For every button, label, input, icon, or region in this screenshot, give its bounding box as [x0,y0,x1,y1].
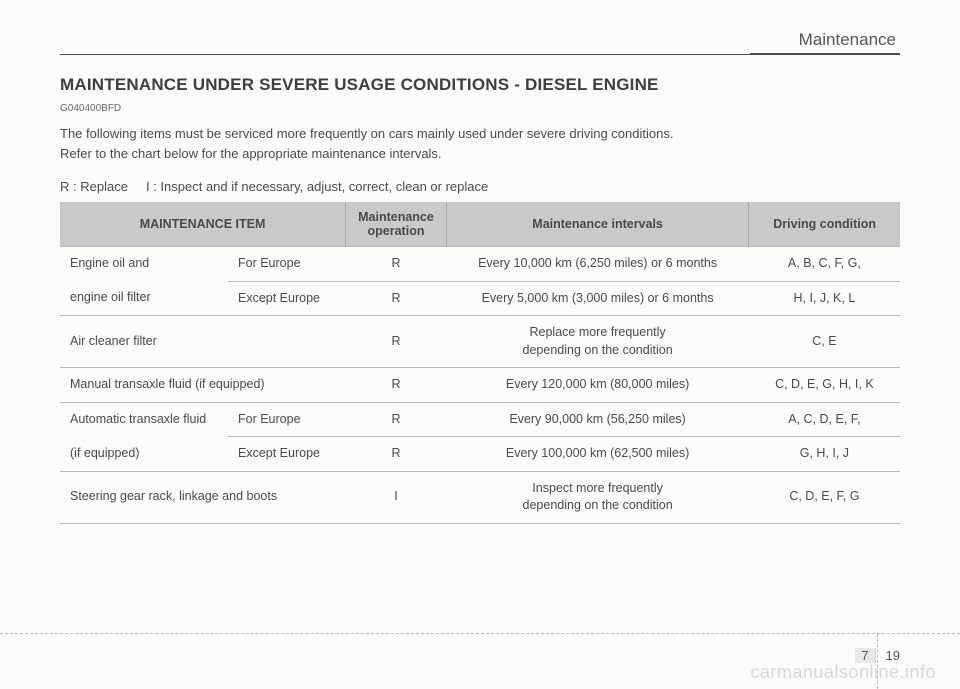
page-content: Maintenance MAINTENANCE UNDER SEVERE USA… [0,0,960,524]
footer-dashed-rule [0,633,960,634]
page-number: 7 19 [855,648,900,663]
table-row: engine oil filter Except Europe R Every … [60,281,900,316]
watermark-text: carmanualsonline.info [750,662,936,683]
intro-line-1: The following items must be serviced mor… [60,124,900,144]
page-index: 19 [886,648,900,663]
doc-code: G040400BFD [60,103,900,114]
intro-text: The following items must be serviced mor… [60,124,900,163]
table-row: Manual transaxle fluid (if equipped) R E… [60,368,900,403]
cell-sub: For Europe [228,402,346,437]
header-rule [60,54,900,55]
section-header: Maintenance [60,30,900,50]
cell-interval: Every 120,000 km (80,000 miles) [446,368,748,403]
maintenance-table: MAINTENANCE ITEM Maintenance operation M… [60,202,900,524]
cell-interval: Every 100,000 km (62,500 miles) [446,437,748,472]
table-row: Steering gear rack, linkage and boots I … [60,471,900,523]
cell-item: Automatic transaxle fluid [60,402,228,437]
col-operation: Maintenance operation [346,202,447,247]
cell-interval: Every 10,000 km (6,250 miles) or 6 month… [446,247,748,282]
cell-op: R [346,437,447,472]
table-row: Air cleaner filter R Replace more freque… [60,316,900,368]
cell-sub: Except Europe [228,281,346,316]
col-condition: Driving condition [749,202,900,247]
cell-op: I [346,471,447,523]
cell-sub: Except Europe [228,437,346,472]
cell-item: engine oil filter [60,281,228,316]
cell-interval: Every 90,000 km (56,250 miles) [446,402,748,437]
cell-condition: C, E [749,316,900,368]
cell-condition: G, H, I, J [749,437,900,472]
cell-condition: C, D, E, G, H, I, K [749,368,900,403]
cell-op: R [346,402,447,437]
cell-op: R [346,368,447,403]
interval-line-1: Replace more frequently [456,324,738,342]
cell-item: Engine oil and [60,247,228,282]
col-intervals: Maintenance intervals [446,202,748,247]
cell-interval: Replace more frequently depending on the… [446,316,748,368]
table-row: Automatic transaxle fluid For Europe R E… [60,402,900,437]
cell-condition: A, B, C, F, G, [749,247,900,282]
interval-line-2: depending on the condition [456,497,738,515]
page-title: MAINTENANCE UNDER SEVERE USAGE CONDITION… [60,75,900,95]
cell-item: Steering gear rack, linkage and boots [60,471,346,523]
col-item: MAINTENANCE ITEM [60,202,346,247]
cell-op: R [346,247,447,282]
intro-line-2: Refer to the chart below for the appropr… [60,144,900,164]
table-row: (if equipped) Except Europe R Every 100,… [60,437,900,472]
cell-condition: A, C, D, E, F, [749,402,900,437]
interval-line-2: depending on the condition [456,342,738,360]
cell-condition: C, D, E, F, G [749,471,900,523]
cell-sub: For Europe [228,247,346,282]
table-header-row: MAINTENANCE ITEM Maintenance operation M… [60,202,900,247]
cell-interval: Every 5,000 km (3,000 miles) or 6 months [446,281,748,316]
cell-item: Air cleaner filter [60,316,346,368]
table-row: Engine oil and For Europe R Every 10,000… [60,247,900,282]
cell-op: R [346,281,447,316]
cell-condition: H, I, J, K, L [749,281,900,316]
interval-line-1: Inspect more frequently [456,480,738,498]
cell-item: Manual transaxle fluid (if equipped) [60,368,346,403]
legend-text: R : Replace I : Inspect and if necessary… [60,179,900,194]
cell-interval: Inspect more frequently depending on the… [446,471,748,523]
chapter-number: 7 [855,648,875,663]
cell-op: R [346,316,447,368]
cell-item: (if equipped) [60,437,228,472]
